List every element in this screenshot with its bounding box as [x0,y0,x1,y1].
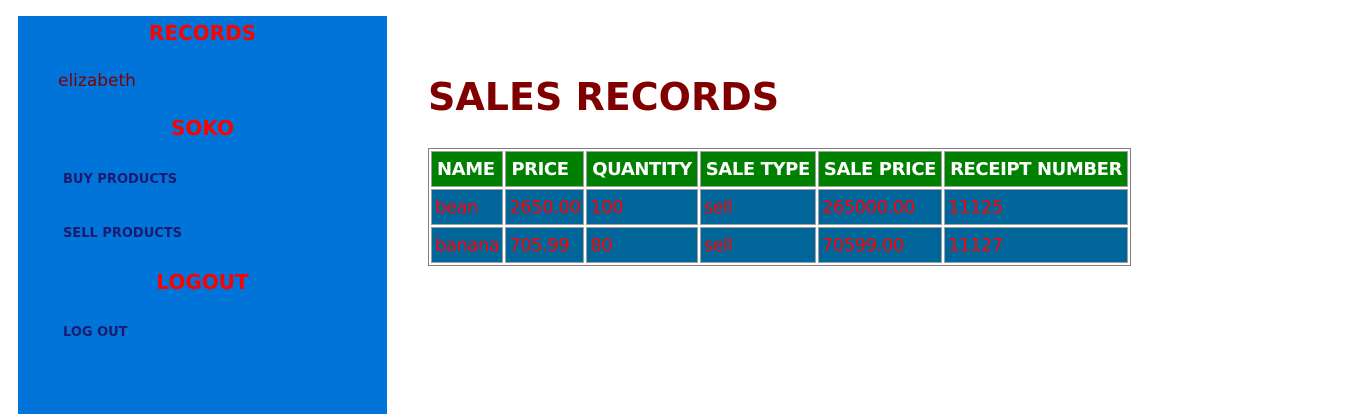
table-row: banana 705.99 80 sell 70599.00 11127 [431,227,1129,263]
cell-name: bean [431,189,504,225]
page-title: SALES RECORDS [428,75,780,119]
cell-sale-type: sell [699,227,816,263]
cell-sale-type: sell [699,189,816,225]
sidebar: RECORDS elizabeth SOKO BUY PRODUCTS SELL… [18,16,387,414]
username-label: elizabeth [58,71,136,91]
column-header-sale-type: SALE TYPE [699,151,816,187]
cell-quantity: 80 [586,227,698,263]
cell-receipt-number: 11127 [944,227,1129,263]
cell-quantity: 100 [586,189,698,225]
buy-products-link[interactable]: BUY PRODUCTS [63,172,178,187]
cell-name: banana [431,227,504,263]
column-header-sale-price: SALE PRICE [817,151,943,187]
cell-price: 2650.00 [505,189,585,225]
cell-sale-price: 70599.00 [817,227,943,263]
sell-products-link[interactable]: SELL PRODUCTS [63,226,183,241]
records-heading: RECORDS [148,21,257,45]
cell-receipt-number: 11125 [944,189,1129,225]
soko-heading: SOKO [170,116,234,140]
column-header-quantity: QUANTITY [586,151,698,187]
cell-price: 705.99 [505,227,585,263]
column-header-name: NAME [431,151,504,187]
log-out-link[interactable]: LOG OUT [63,325,128,340]
table-row: bean 2650.00 100 sell 265000.00 11125 [431,189,1129,225]
column-header-receipt-number: RECEIPT NUMBER [944,151,1129,187]
cell-sale-price: 265000.00 [817,189,943,225]
table-header-row: NAME PRICE QUANTITY SALE TYPE SALE PRICE… [431,151,1129,187]
sales-records-table: NAME PRICE QUANTITY SALE TYPE SALE PRICE… [428,148,1132,266]
logout-heading: LOGOUT [156,270,249,294]
column-header-price: PRICE [505,151,585,187]
